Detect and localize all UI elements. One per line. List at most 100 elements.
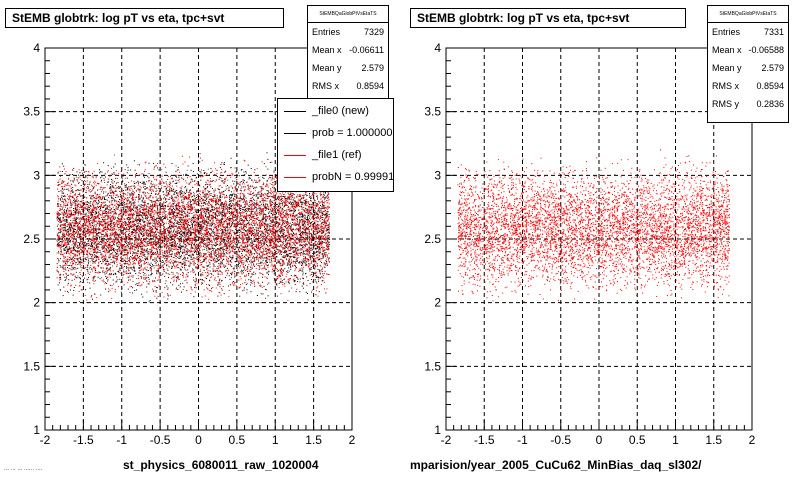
scatter-point xyxy=(205,211,207,213)
scatter-point xyxy=(316,263,318,265)
scatter-point xyxy=(171,237,173,239)
scatter-point xyxy=(208,208,210,210)
scatter-point xyxy=(270,177,272,179)
scatter-point xyxy=(277,235,279,237)
scatter-point xyxy=(328,244,330,246)
scatter-point xyxy=(110,250,112,252)
scatter-point xyxy=(140,248,142,250)
scatter-point xyxy=(172,262,174,264)
scatter-point xyxy=(90,213,92,215)
scatter-point xyxy=(155,188,157,190)
scatter-point xyxy=(263,222,265,224)
scatter-point xyxy=(172,222,174,224)
scatter-point xyxy=(73,225,75,227)
scatter-point xyxy=(315,207,317,209)
scatter-point xyxy=(251,243,253,245)
scatter-point xyxy=(144,186,146,187)
scatter-point xyxy=(126,266,128,268)
scatter-point xyxy=(204,203,206,205)
scatter-point xyxy=(132,202,134,204)
scatter-point xyxy=(129,272,131,274)
scatter-point xyxy=(74,211,76,213)
scatter-point xyxy=(187,243,189,245)
scatter-point xyxy=(136,259,138,261)
scatter-point xyxy=(190,204,192,206)
scatter-point xyxy=(75,228,76,230)
scatter-point xyxy=(251,205,253,207)
scatter-point xyxy=(324,234,326,236)
scatter-point xyxy=(205,257,207,259)
scatter-point xyxy=(146,207,148,209)
scatter-point xyxy=(277,211,279,213)
scatter-point xyxy=(325,241,327,243)
scatter-point xyxy=(88,238,90,239)
scatter-point xyxy=(127,167,129,169)
scatter-point xyxy=(83,220,85,222)
scatter-point xyxy=(302,213,304,215)
scatter-point xyxy=(185,257,186,259)
scatter-point xyxy=(219,255,221,257)
scatter-point xyxy=(244,246,246,248)
scatter-point xyxy=(235,162,237,164)
scatter-point xyxy=(92,212,94,214)
scatter-point xyxy=(312,192,314,194)
scatter-point xyxy=(82,231,84,233)
scatter-point xyxy=(261,242,263,244)
scatter-point xyxy=(293,202,295,204)
scatter-point xyxy=(171,233,173,235)
scatter-point xyxy=(58,203,60,205)
scatter-point xyxy=(149,204,151,206)
scatter-point xyxy=(119,267,121,269)
scatter-point xyxy=(250,242,251,244)
scatter-point xyxy=(267,261,268,263)
scatter-point xyxy=(280,262,282,264)
scatter-point xyxy=(213,223,215,225)
scatter-point xyxy=(250,252,252,254)
scatter-point xyxy=(102,260,104,262)
scatter-point xyxy=(282,241,284,243)
scatter-point xyxy=(134,187,136,189)
scatter-point xyxy=(145,249,147,251)
scatter-point xyxy=(212,229,214,231)
scatter-point xyxy=(148,234,150,235)
scatter-point xyxy=(308,235,310,237)
scatter-point xyxy=(284,229,285,231)
scatter-point xyxy=(155,224,157,226)
scatter-point xyxy=(183,219,185,221)
scatter-point xyxy=(113,249,115,251)
scatter-point xyxy=(238,186,239,188)
scatter-point xyxy=(173,199,175,201)
scatter-point xyxy=(203,245,204,247)
scatter-point xyxy=(58,239,60,241)
scatter-point xyxy=(238,262,240,263)
scatter-point xyxy=(262,281,263,283)
scatter-point xyxy=(212,188,213,189)
scatter-point xyxy=(171,251,173,253)
scatter-point xyxy=(165,195,167,196)
scatter-point xyxy=(205,253,207,255)
scatter-point xyxy=(81,172,83,174)
scatter-point xyxy=(144,220,146,222)
scatter-point xyxy=(77,196,79,198)
scatter-point xyxy=(160,205,162,207)
scatter-point xyxy=(96,256,98,258)
scatter-point xyxy=(251,179,253,181)
scatter-point xyxy=(122,181,124,182)
scatter-point xyxy=(312,261,314,263)
scatter-point xyxy=(132,263,134,265)
scatter-point xyxy=(107,181,109,183)
scatter-point xyxy=(220,247,222,249)
scatter-point xyxy=(299,239,301,241)
scatter-point xyxy=(177,289,179,290)
scatter-point xyxy=(111,253,113,255)
scatter-point xyxy=(66,276,67,278)
scatter-point xyxy=(88,262,89,264)
scatter-point xyxy=(185,241,187,243)
scatter-point xyxy=(212,263,214,265)
scatter-point xyxy=(301,232,303,234)
scatter-point xyxy=(66,230,67,232)
scatter-point xyxy=(260,262,261,264)
scatter-point xyxy=(324,210,326,212)
scatter-point xyxy=(135,220,137,222)
scatter-point xyxy=(138,196,139,198)
